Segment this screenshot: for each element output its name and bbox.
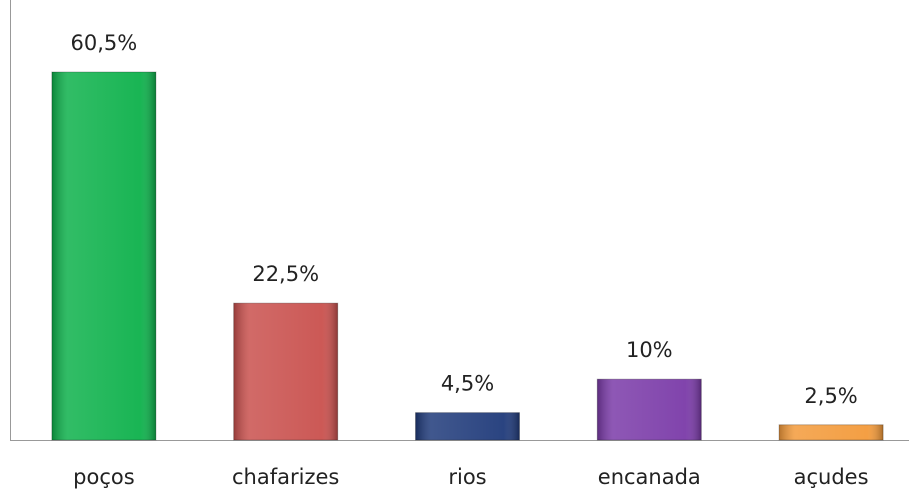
bar — [415, 412, 520, 441]
x-tick-label: encanada — [598, 465, 701, 489]
bar — [778, 424, 884, 441]
bar — [51, 71, 157, 441]
data-label: 22,5% — [252, 262, 319, 286]
x-tick-label: chafarizes — [232, 465, 339, 489]
x-tick-label: poços — [73, 465, 135, 489]
data-label: 4,5% — [441, 372, 494, 396]
bar — [596, 378, 702, 441]
data-label: 10% — [626, 338, 673, 362]
x-tick-label: açudes — [794, 465, 869, 489]
data-label: 60,5% — [71, 31, 138, 55]
x-tick-label: rios — [448, 465, 486, 489]
data-label: 2,5% — [804, 384, 857, 408]
bar — [233, 302, 339, 441]
